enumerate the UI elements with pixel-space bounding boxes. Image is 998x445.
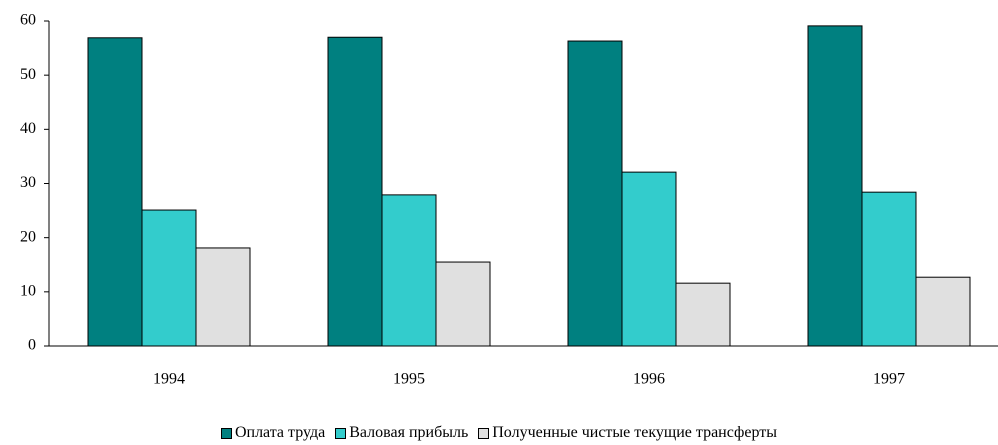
y-tick-label: 50 [20, 66, 36, 83]
x-tick-label: 1995 [393, 371, 425, 388]
legend-label: Валовая прибыль [349, 424, 469, 441]
bar [141, 209, 197, 347]
legend-item: Полученные чистые текущие трансферты [478, 424, 777, 442]
legend-swatch [478, 427, 490, 439]
y-tick-label: 40 [20, 120, 36, 137]
chart: 0 10 20 30 40 50 60 1994 1995 1996 1997 [20, 12, 998, 388]
legend: Оплата труда Валовая прибыль Полученные чи… [0, 424, 998, 442]
bar [915, 276, 971, 347]
y-tick-label: 30 [20, 174, 36, 191]
bar [327, 36, 383, 347]
x-tick-label: 1996 [633, 371, 665, 388]
legend-label: Полученные чистые текущие трансферты [492, 424, 778, 441]
legend-swatch [220, 427, 232, 439]
bar [621, 171, 677, 347]
legend-item: Валовая прибыль [335, 424, 468, 442]
bar [807, 25, 863, 347]
bar [381, 194, 437, 347]
y-tick-label: 60 [20, 12, 36, 29]
bar [567, 40, 623, 347]
bar [87, 37, 143, 347]
legend-label: Оплата труда [234, 424, 326, 441]
y-tick-label: 10 [20, 283, 36, 300]
bar [195, 247, 251, 347]
x-tick-label: 1994 [153, 371, 185, 388]
legend-swatch [335, 427, 347, 439]
legend-item: Оплата труда [220, 424, 326, 442]
y-tick-label: 20 [20, 228, 36, 245]
y-tick-label: 0 [28, 337, 36, 354]
bar [435, 261, 491, 347]
x-tick-label: 1997 [873, 371, 905, 388]
bar [861, 191, 917, 347]
bar [675, 282, 731, 347]
